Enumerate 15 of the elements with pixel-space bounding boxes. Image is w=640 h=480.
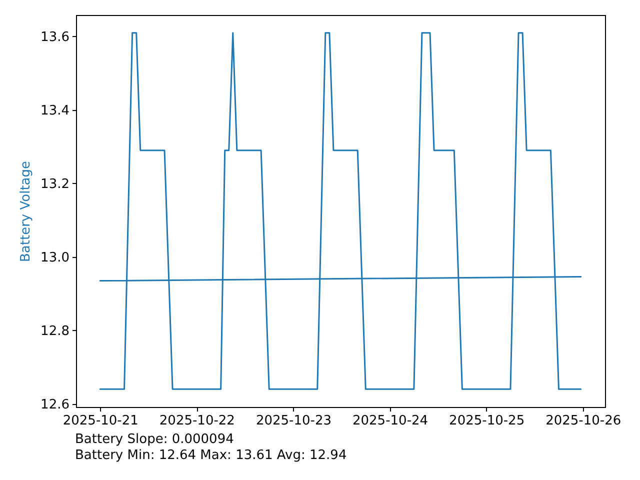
y-tick-label: 13.2 (40, 176, 70, 192)
x-tick-label: 2025-10-23 (256, 414, 332, 428)
y-tick-label: 13.0 (40, 250, 70, 266)
text: Battery Slope: 0.000094 (75, 432, 234, 447)
x-tick-label: 2025-10-26 (546, 414, 622, 428)
y-tick-label: 12.6 (40, 397, 70, 412)
x-tick-label: 2025-10-21 (62, 414, 138, 428)
x-tick-label: 2025-10-25 (449, 414, 525, 428)
y-axis-title: Battery Voltage (18, 160, 34, 262)
x-tick-label: 2025-10-24 (352, 414, 428, 428)
y-tick-label: 13.4 (40, 103, 70, 118)
y-tick-label: 13.6 (40, 30, 70, 45)
text: Battery Min: 12.64 Max: 13.61 Avg: 12.94 (75, 448, 347, 463)
y-tick-label: 12.8 (40, 324, 70, 339)
x-tick-label: 2025-10-22 (159, 414, 235, 428)
